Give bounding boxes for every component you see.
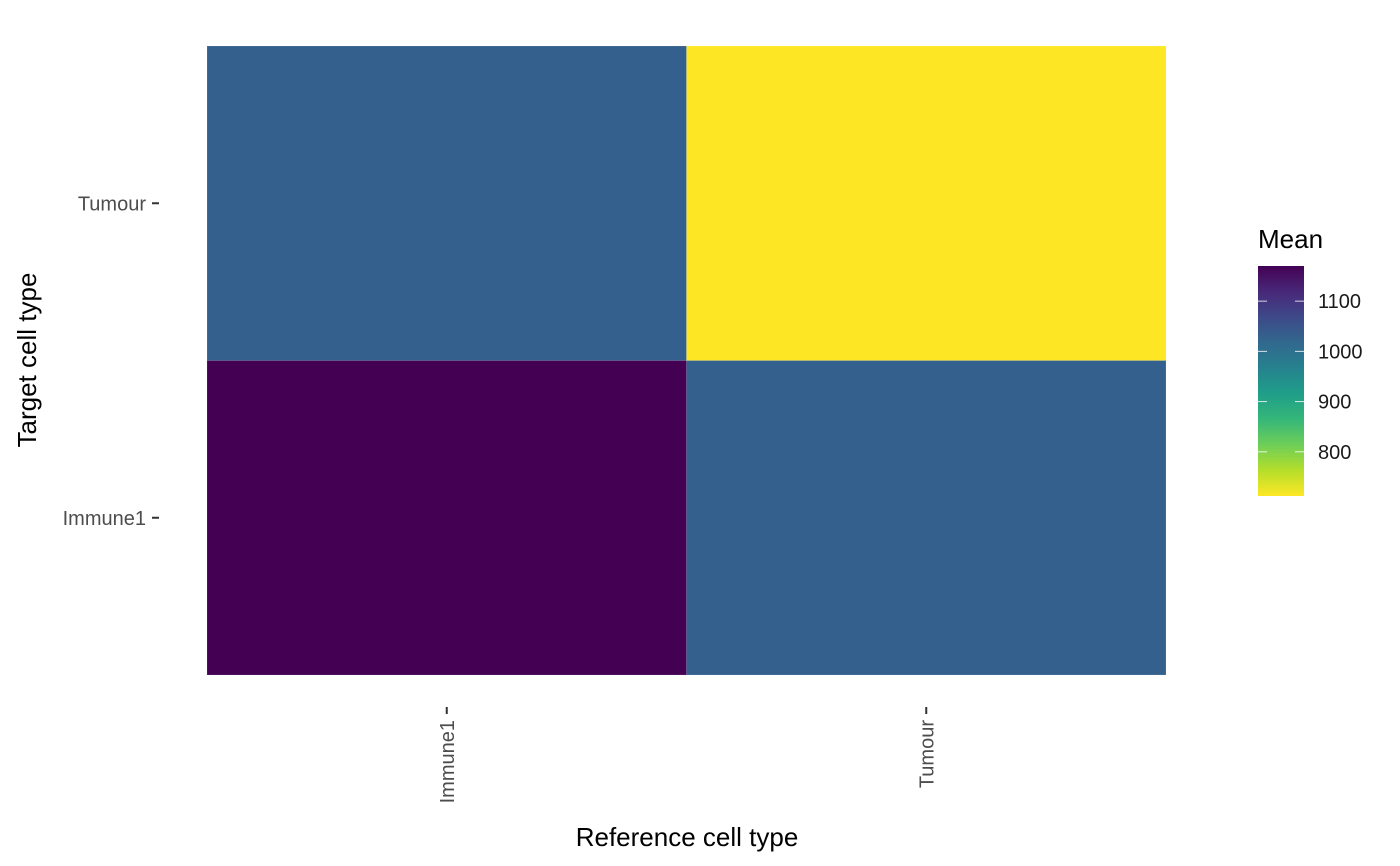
legend-ticks: 800 900 1000 1100: [1258, 291, 1363, 464]
x-axis: Immune1 Tumour: [437, 707, 938, 803]
x-tick-label: Immune1: [437, 720, 459, 803]
legend-colorbar: [1258, 266, 1304, 496]
y-axis-title: Target cell type: [12, 273, 42, 448]
heatmap-cell-immune1-immune1: [206, 360, 687, 676]
heatmap-cell-tumour-immune1: [686, 360, 1167, 676]
legend-tick-label: 1000: [1318, 341, 1363, 363]
legend-tick-label: 1100: [1318, 291, 1361, 313]
legend-title: Mean: [1258, 224, 1323, 254]
heatmap-cells: [206, 45, 1167, 676]
legend-tick-label: 900: [1318, 392, 1351, 414]
color-legend: Mean 800 900 1000 1100: [1258, 224, 1363, 496]
heatmap-cell-immune1-tumour: [206, 45, 687, 361]
x-axis-title: Reference cell type: [576, 822, 799, 852]
x-tick-label: Tumour: [916, 720, 938, 789]
heatmap-cell-tumour-tumour: [686, 45, 1167, 361]
legend-tick-label: 800: [1318, 442, 1351, 464]
y-tick-label: Immune1: [63, 508, 146, 530]
y-axis: Immune1 Tumour: [63, 193, 159, 530]
y-tick-label: Tumour: [78, 193, 147, 215]
